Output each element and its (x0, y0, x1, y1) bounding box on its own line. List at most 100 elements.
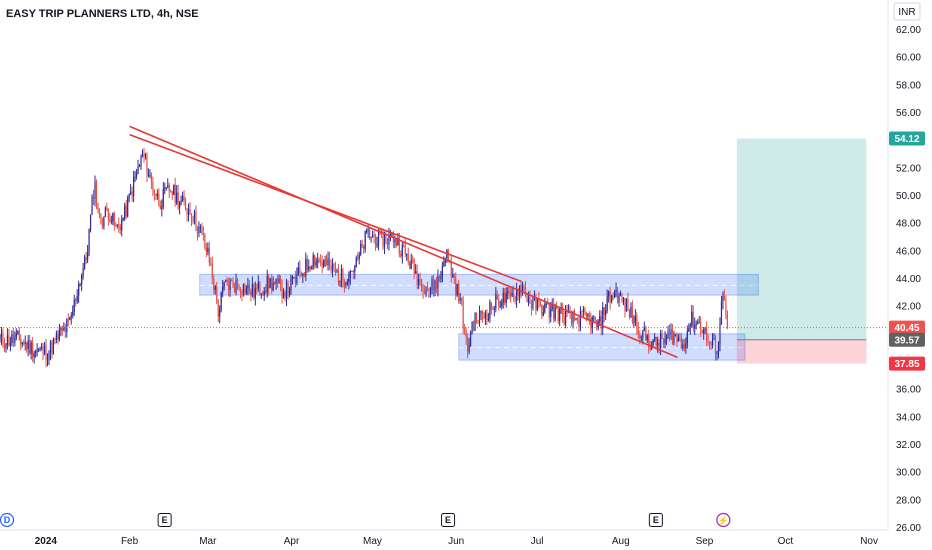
candle (725, 295, 727, 320)
candle (32, 337, 34, 362)
candle (483, 312, 485, 320)
candle-body (39, 348, 41, 350)
candle (426, 281, 429, 292)
candle (143, 147, 145, 163)
candle (73, 294, 75, 317)
candle (300, 271, 302, 277)
candle (314, 254, 316, 269)
candle-body (394, 239, 396, 243)
candle (591, 315, 593, 334)
candle-body (581, 310, 583, 312)
x-tick-label: Apr (284, 536, 300, 547)
candle-body (674, 334, 677, 336)
candle-body (670, 329, 672, 335)
candle-body (714, 338, 717, 355)
candle-body (331, 264, 334, 271)
candle-body (260, 293, 262, 295)
candle-body (685, 343, 687, 349)
candle (69, 316, 71, 321)
candle (706, 321, 708, 347)
candle (507, 287, 509, 300)
candle (504, 287, 506, 306)
candle-body (291, 277, 294, 278)
candle-body (85, 256, 87, 261)
candle-body (354, 266, 356, 272)
candle (429, 286, 432, 298)
candle-body (541, 304, 543, 316)
candle (158, 188, 160, 207)
candle-body (241, 292, 243, 294)
candle (557, 308, 559, 324)
candle-body (253, 283, 255, 299)
candle (147, 168, 150, 178)
candle (254, 281, 256, 306)
trendline[interactable] (129, 125, 678, 359)
candle-body (43, 345, 46, 354)
candle (86, 244, 89, 264)
candle-body (67, 319, 69, 321)
candle (225, 279, 227, 283)
event-markers[interactable]: D E E E ⚡ (0, 512, 731, 528)
candle (413, 257, 415, 280)
candle (398, 232, 400, 258)
candle-body (418, 279, 420, 285)
candle-body (127, 197, 129, 217)
candle (306, 255, 308, 273)
candle (281, 279, 283, 304)
candle-body (646, 335, 648, 341)
dividend-icon[interactable]: D (0, 512, 15, 528)
candle (279, 275, 282, 292)
split-icon[interactable]: ⚡ (716, 512, 731, 528)
candle (170, 189, 172, 193)
trendline[interactable] (129, 133, 522, 283)
candle-body (679, 337, 681, 340)
candle-body (366, 230, 368, 232)
candle-body (352, 271, 354, 272)
candle-body (177, 192, 179, 208)
candle-body (103, 216, 105, 227)
candle (340, 264, 343, 288)
candle-body (131, 191, 133, 197)
candle-body (386, 242, 389, 245)
currency-button[interactable]: INR (893, 2, 921, 21)
candle (357, 252, 359, 262)
candle (697, 319, 699, 325)
candle (278, 274, 280, 284)
earnings-icon[interactable]: E (157, 513, 172, 527)
long-position-tool[interactable] (736, 138, 867, 364)
candle-body (5, 345, 7, 348)
candle-body (704, 328, 706, 330)
candle (593, 315, 595, 322)
candle (27, 334, 29, 357)
candle (95, 179, 98, 210)
candle (342, 268, 344, 288)
candle-body (27, 340, 29, 350)
candle (52, 337, 55, 355)
candle (372, 230, 374, 238)
candle-body (196, 228, 199, 234)
y-tick-label: 44.00 (896, 274, 921, 285)
candle (293, 276, 295, 279)
candle (382, 228, 384, 250)
candle-body (282, 291, 285, 298)
candle (456, 283, 458, 297)
time-axis[interactable]: 2024 Feb Mar Apr May Jun Jul Aug Sep Oct Nov (35, 536, 878, 547)
earnings-icon[interactable]: E (441, 513, 456, 527)
trendlines[interactable] (129, 125, 678, 359)
earnings-icon[interactable]: E (648, 513, 663, 527)
candle-body (75, 299, 77, 302)
candle (165, 187, 167, 191)
candle-body (143, 154, 145, 157)
candle (336, 268, 338, 274)
candle (432, 274, 435, 297)
candle (648, 329, 650, 354)
candle (21, 341, 23, 348)
candle-body (82, 268, 84, 277)
candle (244, 282, 246, 296)
target-zone (736, 138, 867, 340)
candle-body (345, 282, 347, 286)
candle (355, 255, 357, 268)
candle-body (633, 321, 635, 323)
